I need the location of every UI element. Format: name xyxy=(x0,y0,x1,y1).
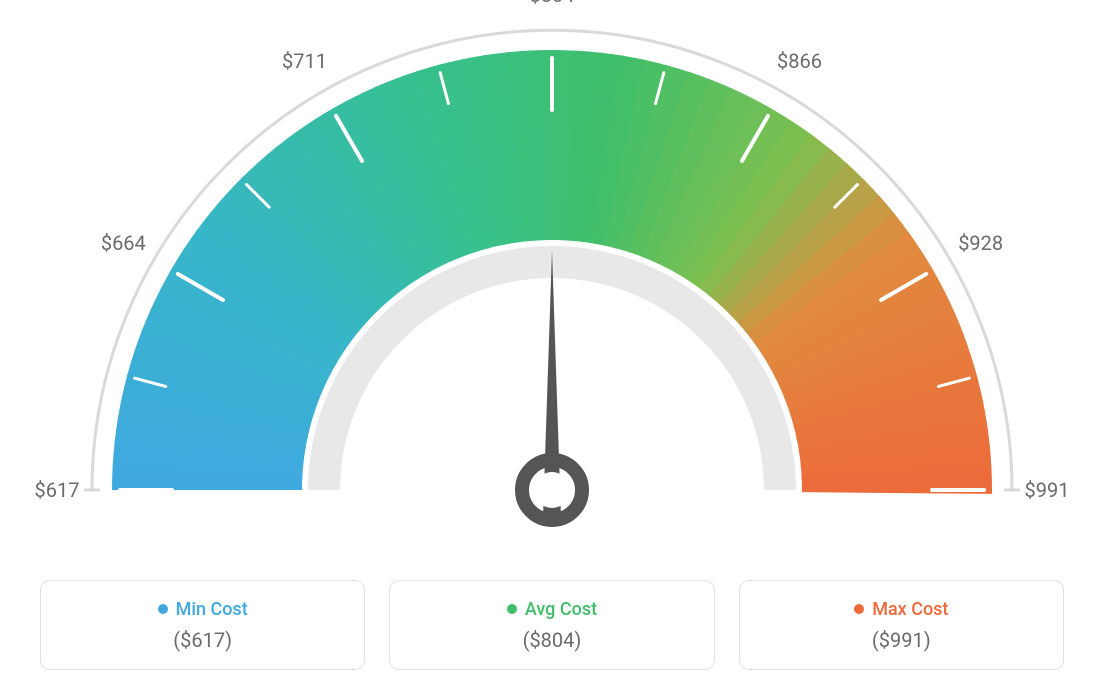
scale-label: $928 xyxy=(958,231,1003,255)
legend-max-value: ($991) xyxy=(872,628,931,652)
legend: Min Cost ($617) Avg Cost ($804) Max Cost… xyxy=(40,580,1064,670)
legend-avg-value: ($804) xyxy=(523,628,582,652)
legend-avg-label: Avg Cost xyxy=(525,599,597,620)
legend-min-value: ($617) xyxy=(173,628,232,652)
legend-min: Min Cost ($617) xyxy=(40,580,365,670)
gauge-chart: $617 $664 $711 $804 $866 $928 $991 xyxy=(0,0,1104,560)
legend-avg: Avg Cost ($804) xyxy=(389,580,714,670)
scale-label: $866 xyxy=(777,49,822,73)
legend-avg-dot xyxy=(507,604,517,614)
scale-label: $991 xyxy=(1025,478,1070,502)
scale-label: $711 xyxy=(282,49,327,73)
gauge-svg xyxy=(0,0,1104,560)
legend-max-label: Max Cost xyxy=(872,599,948,620)
scale-label: $664 xyxy=(101,231,146,255)
legend-max: Max Cost ($991) xyxy=(739,580,1064,670)
scale-label: $617 xyxy=(35,478,80,502)
scale-label: $804 xyxy=(530,0,575,7)
legend-max-dot xyxy=(854,604,864,614)
legend-min-label: Min Cost xyxy=(176,599,248,620)
legend-min-dot xyxy=(158,604,168,614)
